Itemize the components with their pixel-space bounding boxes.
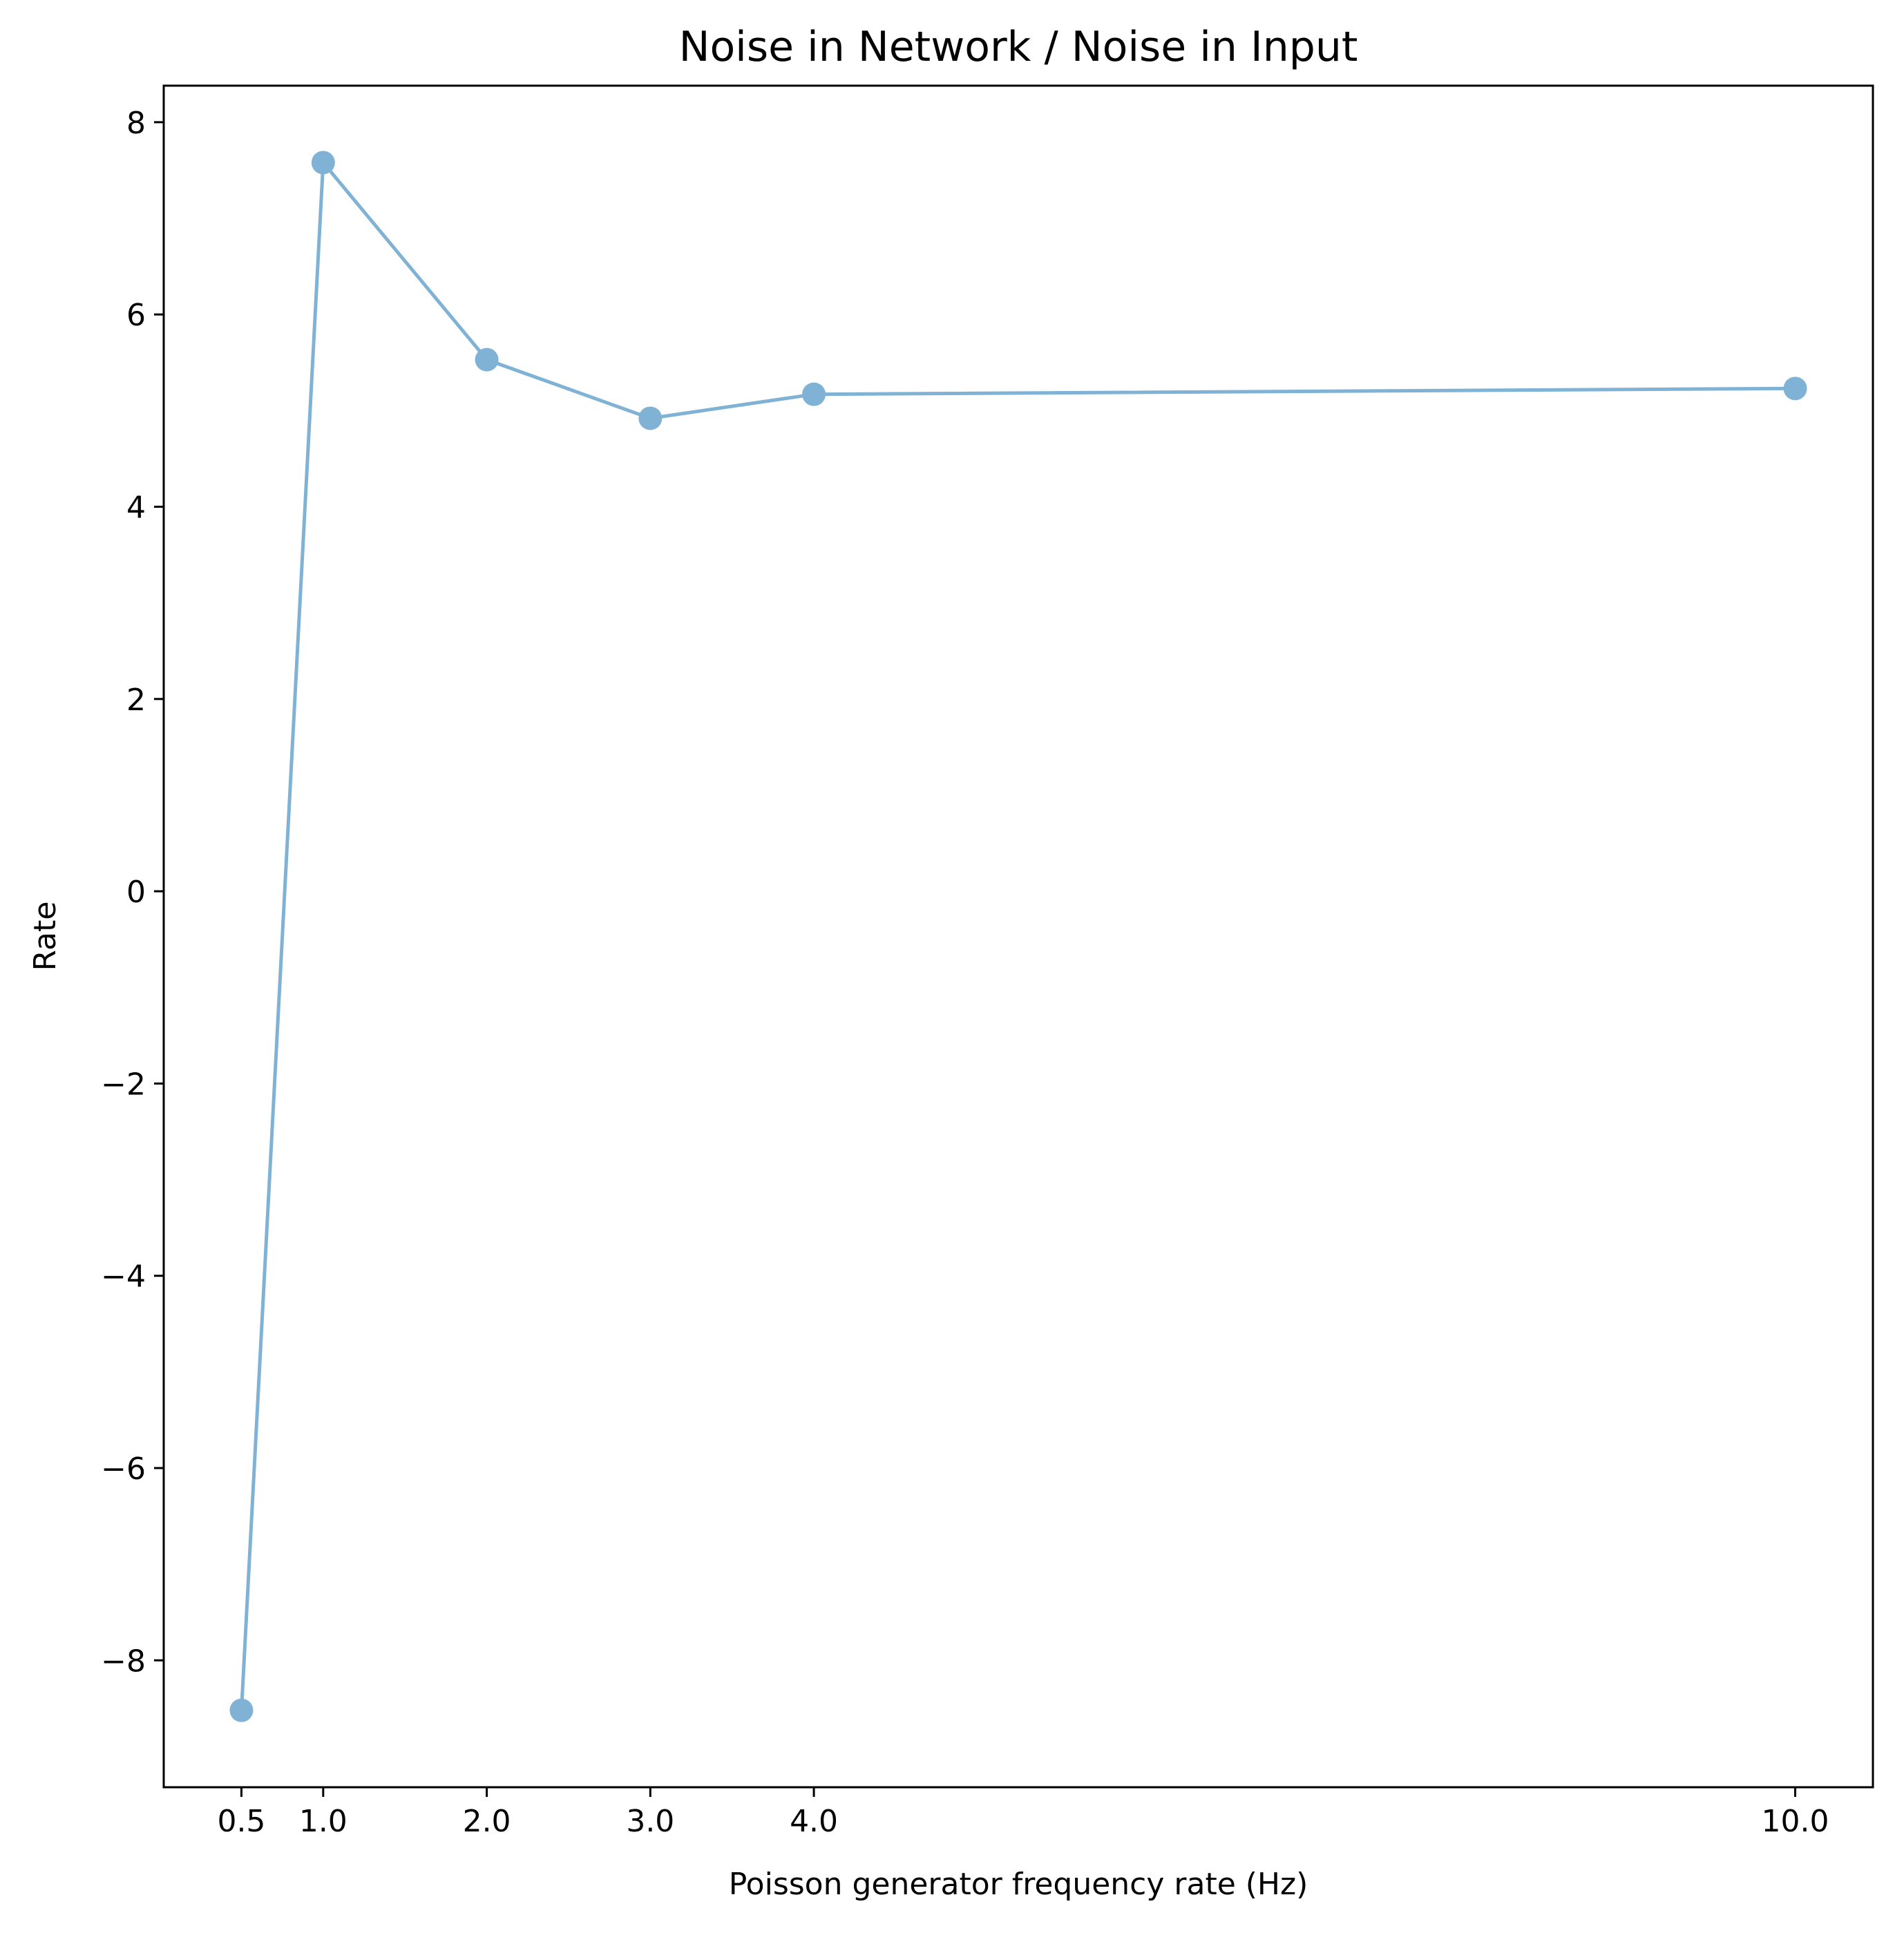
plot-area: [162, 84, 1874, 1789]
y-tick-label: 6: [126, 298, 146, 333]
x-tick-label: 4.0: [790, 1804, 838, 1839]
data-point: [311, 151, 335, 175]
x-tick-label: 10.0: [1762, 1804, 1829, 1839]
x-tick-label: 1.0: [299, 1804, 348, 1839]
y-axis-label: Rate: [28, 902, 63, 971]
series-layer: [229, 151, 1807, 1722]
y-tick-label: −6: [101, 1451, 146, 1487]
chart-title: Noise in Network / Noise in Input: [679, 23, 1358, 71]
x-tick-label: 3.0: [626, 1804, 674, 1839]
y-tick-label: −8: [101, 1644, 146, 1679]
x-axis-label: Poisson generator frequency rate (Hz): [729, 1867, 1308, 1902]
series-line: [240, 160, 1796, 1711]
x-tick-label: 2.0: [463, 1804, 511, 1839]
axes-frame: [162, 84, 1874, 1789]
y-tick-label: 4: [126, 490, 146, 525]
data-point: [1783, 377, 1807, 401]
y-axis-ticks: 8 6 4 2 0 −2 −4 −6 −8: [101, 106, 164, 1679]
data-point: [638, 406, 663, 430]
y-tick-label: 8: [126, 106, 146, 141]
y-tick-label: 2: [126, 683, 146, 718]
x-axis-ticks: 0.5 1.0 2.0 3.0 4.0 10.0: [217, 1787, 1829, 1839]
data-point: [475, 347, 499, 372]
data-point: [229, 1698, 254, 1722]
data-point: [802, 382, 826, 406]
y-tick-label: −2: [101, 1067, 146, 1102]
y-tick-label: 0: [126, 875, 146, 910]
x-tick-label: 0.5: [217, 1804, 265, 1839]
y-tick-label: −4: [101, 1259, 146, 1295]
